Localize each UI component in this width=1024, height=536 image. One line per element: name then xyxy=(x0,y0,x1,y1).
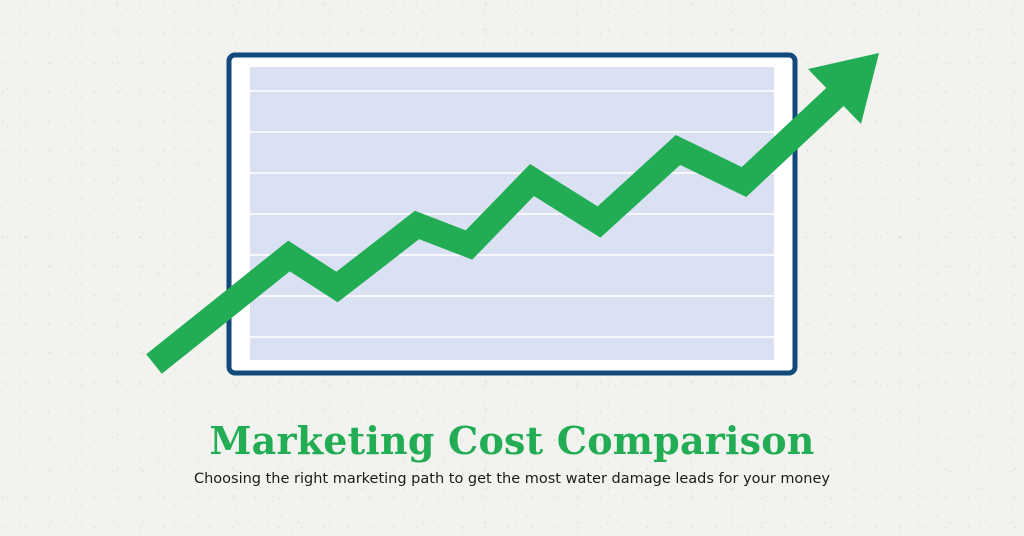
trend-arrow-head-icon xyxy=(808,53,879,124)
page-subtitle: Choosing the right marketing path to get… xyxy=(193,471,831,487)
rising-chart-illustration xyxy=(146,52,879,376)
page-title: Marketing Cost Comparison xyxy=(209,418,815,463)
trend-line xyxy=(146,86,845,374)
